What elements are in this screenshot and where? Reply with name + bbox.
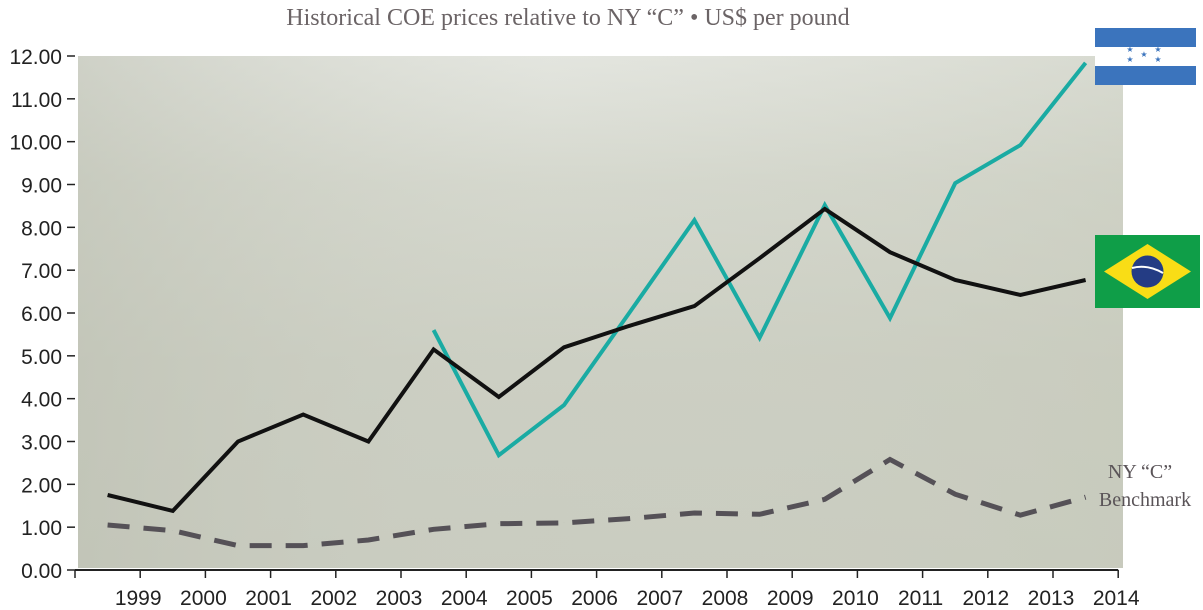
y-tick-label: 12.00 [9,46,62,69]
x-tick-label: 2000 [180,587,227,610]
honduras-flag-icon: ★ ★★ ★ ★ [1095,28,1196,85]
x-tick-label: 2007 [636,587,683,610]
y-tick-label: 7.00 [21,260,62,283]
y-tick-label: 5.00 [21,346,62,369]
series-line-2 [107,456,1087,549]
y-tick-label: 8.00 [21,217,62,240]
x-tick-label: 2014 [1093,587,1140,610]
y-tick-label: 4.00 [21,389,62,412]
y-tick-label: 11.00 [11,89,62,112]
benchmark-label-line1: NY “C” [1108,461,1172,483]
y-tick-label: 2.00 [21,474,62,497]
y-tick-label: 0.00 [21,560,62,583]
svg-text:★: ★ [1126,55,1133,64]
x-tick-label: 2002 [310,587,357,610]
svg-text:★: ★ [1140,50,1147,59]
x-tick-label: 2013 [1028,587,1075,610]
y-tick-label: 6.00 [21,303,62,326]
x-tick-label: 2011 [898,587,943,610]
x-tick-label: 2008 [702,587,749,610]
chart-title: Historical COE prices relative to NY “C”… [286,5,849,31]
series-group [107,61,1088,549]
background-photo [78,56,1123,568]
x-tick-label: 2012 [962,587,1009,610]
y-tick-label: 9.00 [21,175,62,198]
x-tick-label: 2009 [767,587,814,610]
x-tick-label: 2010 [832,587,879,610]
svg-text:★: ★ [1154,55,1161,64]
brazil-flag-icon [1095,235,1200,308]
svg-text:★: ★ [1126,45,1133,54]
y-tick-label: 3.00 [21,432,62,455]
svg-text:★: ★ [1154,45,1161,54]
x-tick-label: 1999 [115,587,162,610]
series-line-0 [107,206,1087,514]
x-tick-label: 2001 [245,587,292,610]
x-tick-label: 2005 [506,587,553,610]
y-tick-label: 1.00 [21,517,62,540]
y-tick-label: 10.00 [9,132,62,155]
axes: 1999 2000 2001 2002 2003 2004 2005 2006 2007 2008… [9,46,1139,610]
x-tick-label: 2003 [376,587,423,610]
x-tick-label: 2006 [571,587,618,610]
x-tick-label: 2004 [441,587,488,610]
benchmark-label-line2: Benchmark [1099,489,1191,511]
